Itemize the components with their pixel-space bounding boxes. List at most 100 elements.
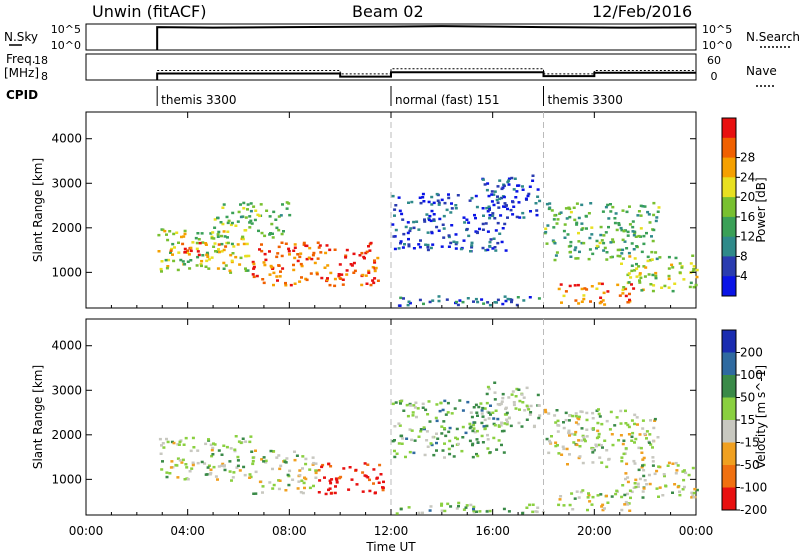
velocity-cell [243,473,247,477]
power-cell [398,209,402,213]
velocity-cell [301,467,304,470]
power-cell [535,213,539,217]
velocity-cell [421,511,424,515]
velocity-cell [619,409,623,413]
power-cell [503,202,507,205]
velocity-cell [474,403,478,407]
velocity-cell [531,510,535,514]
power-cell [287,250,291,253]
power-cell [320,276,324,280]
power-cell [253,218,257,222]
power-cell [624,287,628,291]
power-cell [694,283,698,287]
velocity-cell [544,410,548,414]
velocity-cell [480,412,484,415]
velocity-cell [499,402,503,406]
velocity-cell [603,439,607,442]
velocity-cell [472,505,476,509]
power-cell [454,207,458,210]
power-colorbar-tick-label-2: 12 [740,230,755,244]
velocity-cell [628,509,632,512]
power-cell [632,287,636,290]
power-cell [173,246,176,249]
power-cell [352,252,356,256]
velocity-cell [456,437,459,441]
power-cell [559,211,563,214]
power-cell [639,276,643,280]
velocity-cell [676,485,680,489]
power-ylabel: Slant Range [km] [31,158,45,262]
velocity-cell [298,469,302,472]
velocity-cell [626,423,630,427]
velocity-cell [502,429,506,433]
velocity-cell [661,494,665,497]
power-cell [609,256,613,259]
velocity-cell [558,498,562,501]
velocity-cell [320,465,324,469]
power-cell [627,251,631,255]
power-cell [246,269,250,272]
power-cell [588,248,592,251]
power-cell [277,215,281,218]
power-cell [399,240,403,243]
power-cell [293,243,297,246]
velocity-cell [639,446,643,450]
power-cell [618,255,622,258]
power-cell [449,211,453,214]
nsky-label: N.Sky [4,30,38,44]
velocity-cell [651,460,655,463]
velocity-cell [469,411,473,414]
power-cell [285,207,289,210]
power-cell [341,278,345,281]
velocity-cell [536,393,540,397]
velocity-cell [258,480,262,484]
velocity-cell [554,441,558,444]
velocity-cell [235,466,239,469]
power-cell [249,219,253,223]
power-cell [493,246,497,249]
power-cell [599,233,603,237]
velocity-cell [690,491,694,495]
power-cell [418,245,422,249]
power-cell [452,240,456,243]
power-cell [478,227,481,231]
power-cell [587,212,591,215]
velocity-cell [518,399,522,403]
power-cell [328,283,332,287]
power-cell [447,235,451,239]
velocity-cell [499,424,503,427]
power-cell [470,196,474,200]
velocity-cell [624,409,627,413]
power-cell [171,253,174,256]
power-cell [595,244,599,248]
power-cell [410,200,414,204]
velocity-cell [476,441,480,444]
power-cell [582,294,586,297]
power-cell [323,266,327,269]
velocity-cell [621,484,625,487]
power-cell [337,274,341,278]
power-cell [455,241,459,244]
velocity-cell [692,491,696,495]
velocity-cell [591,451,595,454]
power-cell [407,201,410,204]
power-cell [488,208,491,211]
power-cell [391,223,395,226]
power-cell [658,256,662,259]
velocity-cell [432,453,436,457]
power-cell [643,275,647,278]
power-cell [652,201,656,205]
power-cell [557,287,561,291]
velocity-cell [333,491,337,495]
power-cell [222,261,226,265]
power-cell [622,229,626,233]
velocity-cell [303,476,306,479]
velocity-cell [435,432,438,435]
power-cell [372,281,376,285]
velocity-cell [350,478,354,481]
velocity-cell [638,477,642,481]
power-cell [231,252,235,255]
power-cell [437,203,441,206]
velocity-cell [653,417,657,421]
